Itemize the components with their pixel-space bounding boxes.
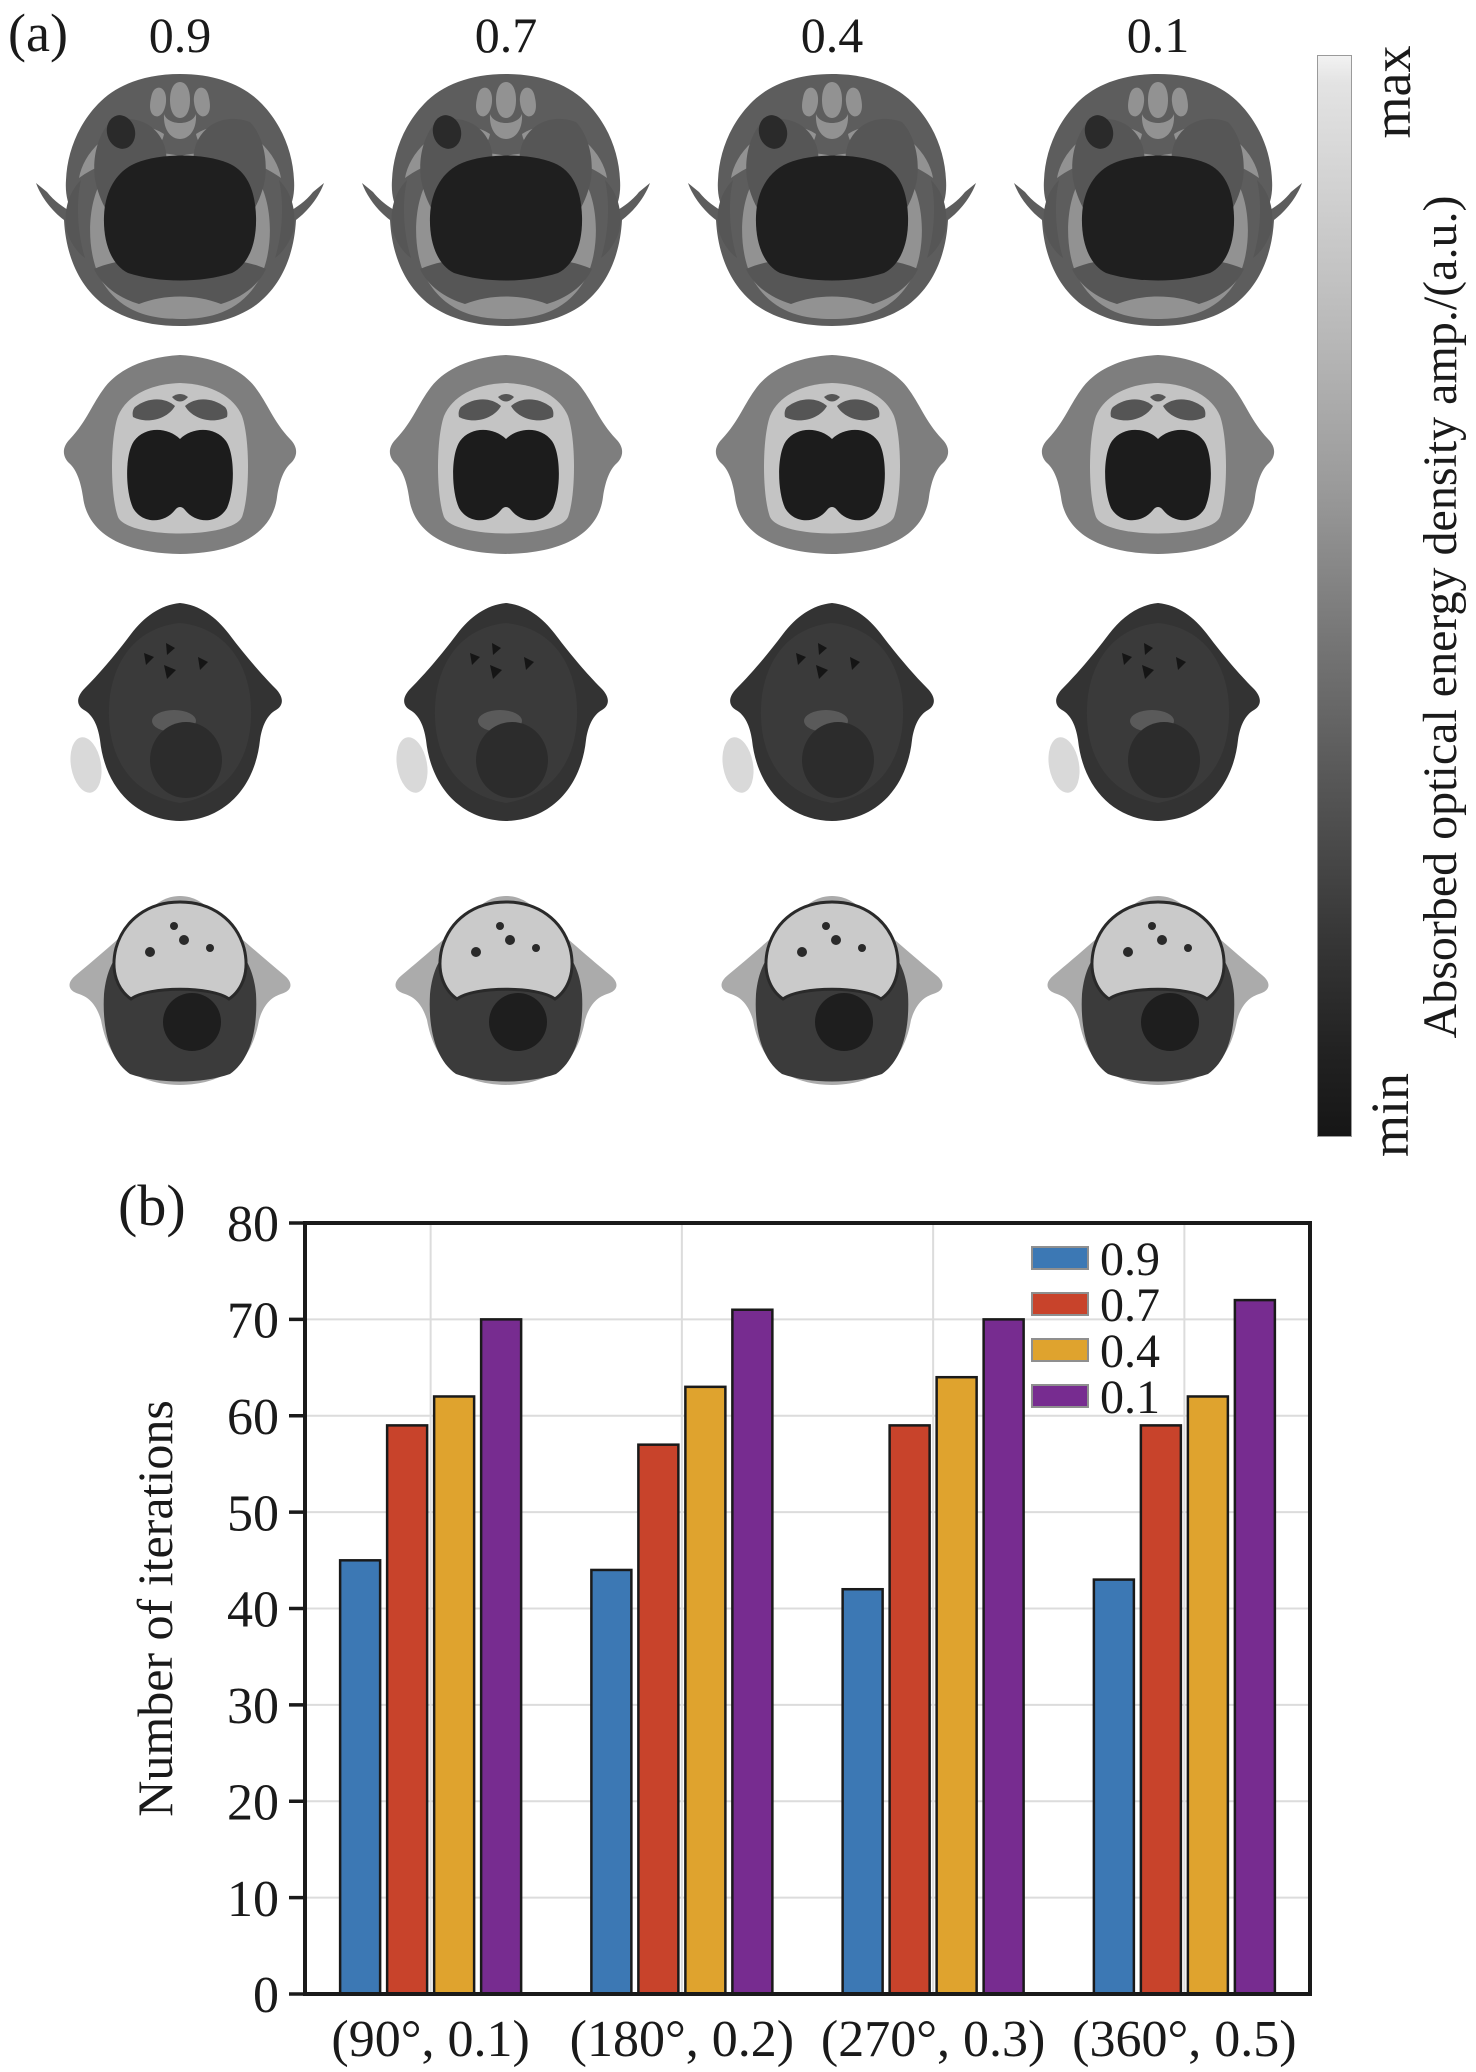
x-tick-label: (90°, 0.1) [331,2011,529,2068]
bar-0.9-cat0 [338,1559,382,1996]
bar-0.1-cat1 [731,1308,774,1996]
slice-thorax-col1 [28,595,332,835]
y-tick-label: 80 [227,1196,279,1253]
bar-0.9-cat3 [1092,1578,1136,1996]
slice-neck-col4 [1023,347,1293,562]
bar-0.7-cat2 [888,1424,931,1996]
legend-swatch-0.4 [1031,1338,1089,1362]
y-axis: 0 10 20 30 40 50 60 70 80 [227,1196,305,2024]
bar-0.1-cat3 [1233,1298,1277,1996]
bar-0.1-cat0 [479,1318,523,1996]
iterations-bar-chart: 0 10 20 30 40 50 60 70 80 (90°, 0.1) (180°, 0.2) (2… [127,1196,1312,2068]
column-header-0.7: 0.7 [474,7,538,63]
slice-neck-col3 [697,347,967,562]
legend-label-0.9: 0.9 [1100,1233,1160,1286]
y-tick-label: 40 [227,1582,279,1639]
column-header-0.1: 0.1 [1126,7,1190,63]
bar-0.9-cat2 [841,1587,884,1996]
slice-abdomen-col3 [684,888,980,1100]
panel-b-label: (b) [118,1173,186,1238]
colorbar-axis-label: Absorbed optical energy density amp./(a.… [1413,195,1467,1039]
y-tick-label: 20 [227,1774,279,1831]
bar-0.4-cat3 [1186,1395,1230,1996]
slice-head-col1 [36,62,324,337]
bar-0.7-cat1 [637,1443,680,1996]
slice-head-col3 [688,62,976,337]
y-tick-label: 70 [227,1293,279,1350]
bar-0.1-cat2 [982,1318,1025,1996]
y-tick-label: 0 [253,1967,279,2024]
panel-a: (a) 0.9 0.7 0.4 0.1 max min Absorbed opt… [8,3,1467,1157]
x-tick-label: (360°, 0.5) [1072,2011,1296,2068]
y-tick-label: 30 [227,1678,279,1735]
legend-label-0.7: 0.7 [1100,1279,1160,1332]
legend-label-0.1: 0.1 [1100,1371,1160,1424]
slice-head-col4 [1014,62,1302,337]
column-header-0.9: 0.9 [148,7,212,63]
slice-thorax-col2 [354,595,658,835]
slice-head-col2 [362,62,650,337]
x-tick-label: (180°, 0.2) [570,2011,794,2068]
y-axis-title: Number of iterations [127,1400,183,1817]
x-axis: (90°, 0.1) (180°, 0.2) (270°, 0.3) (360°, 0… [331,2011,1296,2068]
panel-a-label: (a) [8,3,68,63]
slice-neck-col2 [371,347,641,562]
column-header-0.4: 0.4 [800,7,864,63]
slice-abdomen-col1 [32,888,328,1100]
slice-abdomen-col4 [1010,888,1306,1100]
slice-thorax-col3 [680,595,984,835]
slice-thorax-col4 [1006,595,1310,835]
bar-0.9-cat1 [590,1568,633,1996]
slice-abdomen-col2 [358,888,654,1100]
bar-0.4-cat2 [935,1375,978,1996]
y-tick-label: 50 [227,1485,279,1542]
legend-swatch-0.7 [1031,1292,1089,1316]
y-tick-label: 60 [227,1389,279,1446]
x-tick-label: (270°, 0.3) [821,2011,1045,2068]
y-tick-label: 10 [227,1871,279,1928]
bar-0.7-cat3 [1139,1424,1183,1996]
legend-label-0.4: 0.4 [1100,1325,1160,1378]
legend-swatch-0.9 [1031,1246,1089,1270]
legend-swatch-0.1 [1031,1384,1089,1408]
slice-neck-col1 [45,347,315,562]
bar-0.4-cat0 [432,1395,476,1996]
colorbar [1317,55,1352,1137]
legend: 0.90.70.40.1 [1031,1233,1160,1424]
bar-0.7-cat0 [385,1424,429,1996]
bar-0.4-cat1 [684,1385,727,1996]
